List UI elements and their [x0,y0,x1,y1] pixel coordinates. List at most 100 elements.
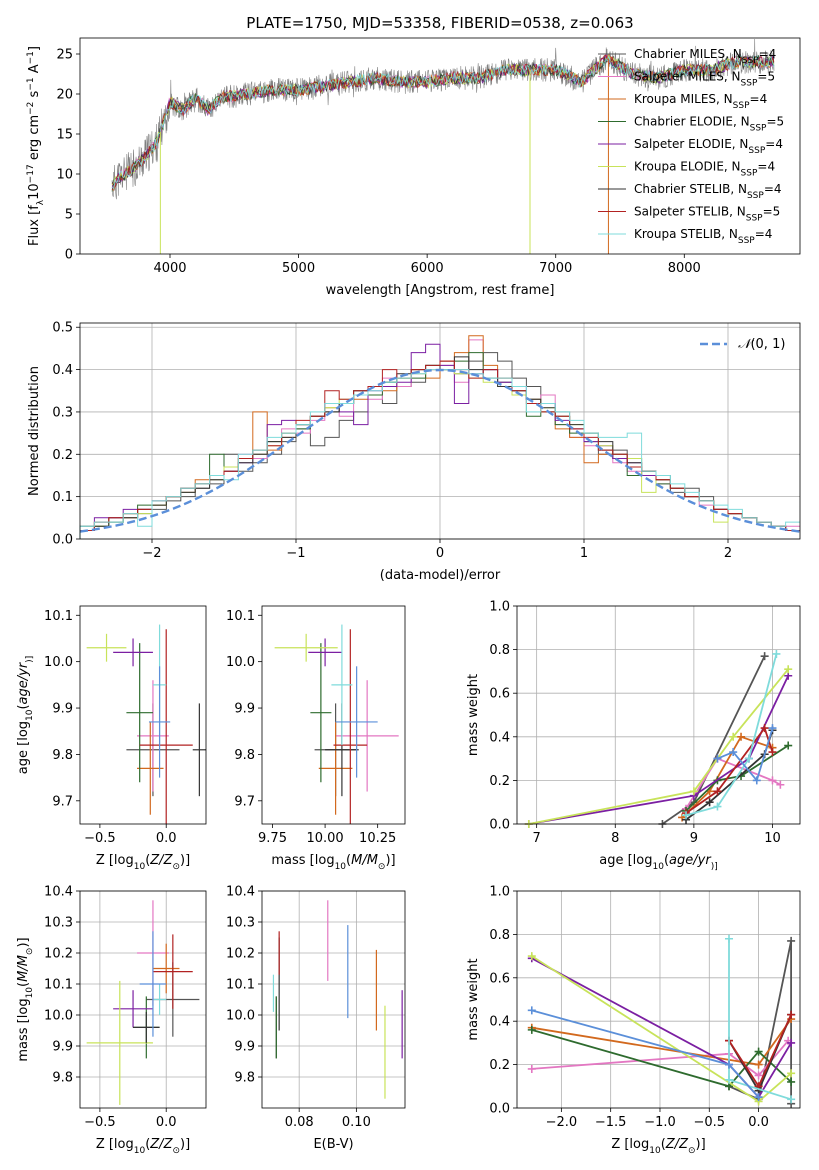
y-tick-label: 9.9 [52,1040,73,1055]
x-axis-label-part: Z/Z [149,1137,173,1152]
weight-point-marker [754,1093,763,1102]
x-axis-label-part: )] [180,1137,190,1152]
y-axis-label-part: erg cm [27,115,42,164]
y-axis-label-part: M/M [16,955,31,982]
y-tick-label: 0.4 [489,1015,510,1030]
y-axis-label: mass [log10(M/M⊙)] [16,937,35,1061]
y-tick-label: 0.8 [489,928,510,943]
legend-label-part: SSP [738,236,755,246]
x-tick-label: −1 [286,546,305,561]
weight-point-marker [768,748,777,757]
legend-label-part: Chabrier MILES, N [634,47,742,61]
weight-point-marker [729,732,738,741]
x-tick-label: 2 [724,546,732,561]
x-axis-label-part: mass [log [271,853,334,868]
y-tick-label: 0.0 [489,818,510,833]
legend-label: Chabrier STELIB, NSSP=4 [634,182,782,201]
y-axis-label: Flux [fλ10−17 erg cm−2 s−1 A−1] [26,46,46,246]
weight-point-marker [713,754,722,763]
y-tick-label: 9.8 [234,1071,255,1086]
weight-point-marker [527,952,536,961]
legend-label-part: Kroupa ELODIE, N [634,160,741,174]
x-axis-label-part: Z [log [96,853,134,868]
y-tick-label: 10.1 [44,609,73,624]
legend-label-part: (0, 1) [750,337,785,352]
y-tick-label: 5 [65,208,73,223]
x-axis-label-part: ⊙ [378,862,386,872]
y-tick-label: 0.6 [489,971,510,986]
y-tick-label: 10.0 [44,1009,73,1024]
weight-point-marker [682,811,691,820]
legend-label-part: =5 [766,115,784,129]
x-axis-label-part: )] [385,853,395,868]
weight-point-marker [787,1077,796,1086]
x-axis-label-part: age [log [599,853,652,868]
weight-series-line [685,653,778,817]
weight-point-marker [787,1010,796,1019]
x-axis-label: Z [log10(Z/Z⊙)] [611,1137,705,1156]
x-tick-label: 0 [436,546,444,561]
weight-point-marker [776,780,785,789]
x-axis-label-part: ⊙ [172,1146,180,1156]
weight-point-marker [787,936,796,945]
y-axis-label-part: age/yr [16,661,31,704]
y-tick-label: 0.2 [489,774,510,789]
x-tick-label: 8 [611,831,619,846]
legend-label-part: =4 [764,182,782,196]
y-tick-label: 9.7 [234,794,255,809]
y-axis-label-part: −1 [26,77,36,90]
axes-frame [79,322,801,540]
weight-point-marker [754,1060,763,1069]
grid-lines [517,605,800,825]
x-axis-label: age [log10(age/yr)] [599,853,717,872]
x-tick-label: −1.5 [595,1115,627,1130]
x-axis-label-part: ( [664,853,669,868]
y-axis-label: mass weight [466,958,481,1040]
y-tick-label: 10.0 [226,1009,255,1024]
y-tick-label: 20 [56,88,73,103]
axes-group: −2 −1 0 1 2 0.0 0.1 0.2 0.3 0.4 0.5 𝒩(0, 1) (data-mo… [27,321,801,583]
weight-point-marker [527,1006,536,1015]
x-axis-label-part: Z [log [96,1137,134,1152]
axes-group: −0.5 0.09.89.910.010.110.210.310.4Z [log1… [16,885,207,1156]
legend-label: Kroupa STELIB, NSSP=4 [634,227,772,246]
weight-point-marker [713,787,722,796]
x-axis-label-part: age/yr [669,853,712,868]
weight-point-marker [787,1069,796,1078]
figure-title: PLATE=1750, MJD=53358, FIBERID=0538, z=0… [246,14,633,32]
y-tick-label: 1.0 [489,600,510,615]
y-axis-label-part: −1 [26,51,36,64]
x-tick-label: 7000 [539,261,572,276]
x-tick-label: −0.5 [693,1115,725,1130]
y-tick-label: 9.9 [52,702,73,717]
y-axis-label-part: age [log [16,721,31,774]
x-tick-label: 10.00 [306,831,343,846]
x-tick-label: 0.10 [342,1115,371,1130]
y-tick-label: 10.0 [226,655,255,670]
axes-frame [516,890,801,1109]
y-tick-label: 1.0 [489,885,510,900]
y-tick-label: 9.8 [52,1071,73,1086]
y-tick-label: 9.9 [234,702,255,717]
weight-point-marker [784,741,793,750]
x-tick-label: 10 [764,831,781,846]
x-axis-label-part: ⊙ [688,1146,696,1156]
y-tick-label: 0.2 [489,1058,510,1073]
legend-label: Kroupa MILES, NSSP=4 [634,92,767,111]
legend-label-part: Kroupa MILES, N [634,92,733,106]
x-tick-label: 0.0 [748,1115,769,1130]
y-tick-label: 0.1 [52,490,73,505]
x-tick-label: 0.0 [156,1115,177,1130]
legend-label-part: SSP [746,214,763,224]
x-tick-label: −0.5 [84,831,116,846]
x-tick-label: 9 [690,831,698,846]
y-tick-label: 9.7 [52,794,73,809]
weight-series-line [528,668,789,825]
weight-point-marker [760,652,769,661]
weight-point-marker [787,1038,796,1047]
weight-point-marker [784,665,793,674]
y-tick-label: 10.1 [226,609,255,624]
grid-lines [262,890,405,1108]
legend-label: Kroupa ELODIE, NSSP=4 [634,160,775,179]
